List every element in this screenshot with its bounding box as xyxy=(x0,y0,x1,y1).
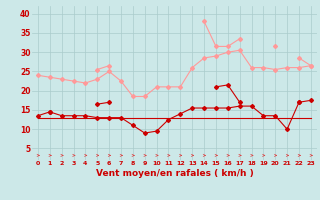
X-axis label: Vent moyen/en rafales ( km/h ): Vent moyen/en rafales ( km/h ) xyxy=(96,169,253,178)
